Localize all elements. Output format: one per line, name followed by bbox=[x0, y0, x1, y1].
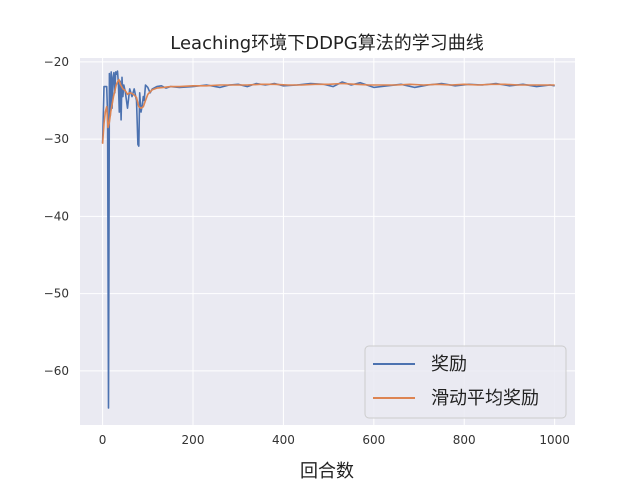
y-tick-label: −20 bbox=[44, 55, 69, 69]
y-tick-label: −60 bbox=[44, 364, 69, 378]
x-tick-label: 800 bbox=[453, 433, 476, 447]
tick-labels: 0 200 400 600 800 1000 −20 −30 −40 −50 −60 bbox=[44, 55, 570, 447]
y-tick-label: −50 bbox=[44, 287, 69, 301]
series-layer bbox=[101, 70, 555, 409]
y-tick-label: −40 bbox=[44, 209, 69, 223]
series-line-moving-average bbox=[101, 78, 555, 144]
chart-title: Leaching环境下DDPG算法的学习曲线 bbox=[170, 33, 483, 54]
x-tick-label: 0 bbox=[99, 433, 107, 447]
x-axis-label: 回合数 bbox=[300, 461, 354, 480]
y-tick-label: −30 bbox=[44, 132, 69, 146]
legend: 奖励 滑动平均奖励 bbox=[364, 345, 567, 419]
x-tick-label: 200 bbox=[182, 433, 205, 447]
x-tick-label: 600 bbox=[362, 433, 385, 447]
legend-box bbox=[364, 345, 567, 419]
x-tick-label: 400 bbox=[272, 433, 295, 447]
legend-label-moving-average: 滑动平均奖励 bbox=[431, 388, 539, 409]
legend-label-reward: 奖励 bbox=[431, 354, 467, 375]
x-tick-label: 1000 bbox=[539, 433, 570, 447]
